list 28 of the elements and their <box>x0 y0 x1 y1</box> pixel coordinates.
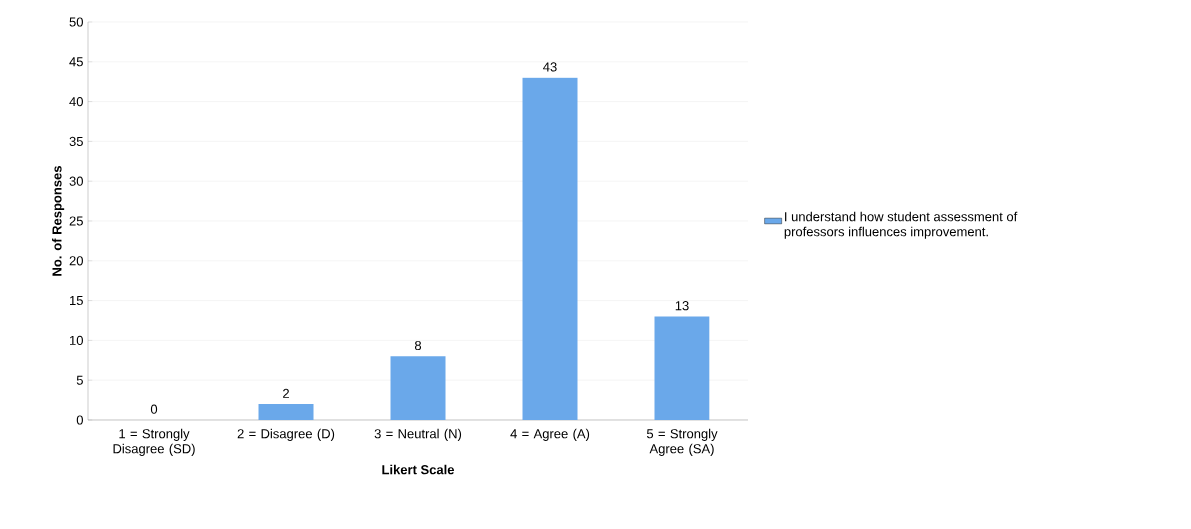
data-label: 43 <box>543 62 557 72</box>
data-label: 0 <box>150 404 158 414</box>
x-tick-label: 3 = Neutral (N) <box>374 428 462 441</box>
y-tick-label: 50 <box>69 17 83 27</box>
x-axis-title: Likert Scale <box>382 464 455 475</box>
y-tick-label: 30 <box>69 176 83 186</box>
data-label: 8 <box>414 340 422 351</box>
bar <box>654 316 710 420</box>
bar <box>390 356 446 420</box>
y-tick-label: 10 <box>70 335 83 345</box>
y-axis-title: No. of Responses <box>52 166 65 276</box>
y-tick-label: 35 <box>69 136 83 146</box>
x-tick-label: 2 = Disagree (D) <box>237 428 335 441</box>
y-tick-label: 5 <box>76 375 83 385</box>
legend-label: I understand how student assessment of professors influences improvement. <box>784 211 1018 239</box>
y-tick-label: 15 <box>70 296 83 306</box>
y-tick-label: 0 <box>76 415 83 425</box>
y-tick-label: 40 <box>69 96 83 107</box>
bar <box>258 404 314 420</box>
bar <box>522 77 578 420</box>
data-label: 13 <box>675 301 689 311</box>
y-tick-label: 45 <box>69 57 83 67</box>
x-tick-label: 4 = Agree (A) <box>510 428 590 441</box>
x-tick-label: 1 = Strongly Disagree (SD) <box>113 428 195 456</box>
y-tick-label: 25 <box>69 216 83 226</box>
data-label: 2 <box>283 388 289 398</box>
y-tick-label: 20 <box>69 256 83 266</box>
x-tick-label: 5 = Strongly Agree (SA) <box>646 428 718 456</box>
